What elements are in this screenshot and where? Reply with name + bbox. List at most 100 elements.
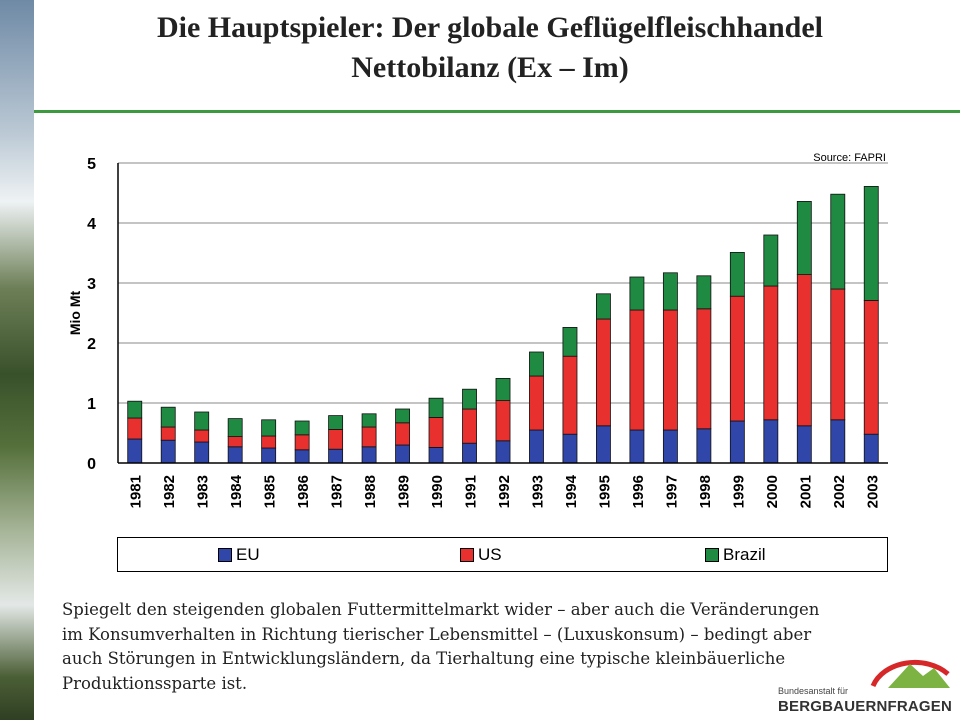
x-tick-label: 1987 [329, 475, 346, 508]
bar-segment-eu-1991 [462, 442, 477, 464]
bar-segment-brazil-1984 [227, 418, 243, 438]
bar-segment-eu-1986 [294, 449, 310, 464]
bar-segment-brazil-1993 [529, 351, 544, 377]
legend-label-eu: EU [236, 545, 260, 564]
bar-segment-eu-1981 [127, 438, 143, 464]
legend-swatch-eu [218, 548, 232, 562]
bar-segment-brazil-2000 [763, 234, 779, 287]
bar-segment-eu-1983 [194, 441, 210, 464]
slide-caption: Spiegelt den steigenden globalen Futterm… [62, 600, 820, 693]
bar-segment-eu-1990 [428, 446, 444, 464]
x-tick-label: 1998 [697, 475, 714, 508]
y-axis-label: Mio Mt [67, 291, 83, 336]
bar-segment-us-1990 [428, 416, 444, 448]
bar-segment-brazil-1992 [495, 377, 511, 401]
bar-segment-eu-1997 [662, 429, 678, 464]
bar-segment-brazil-1998 [696, 275, 712, 310]
bar-segment-brazil-2002 [830, 193, 846, 290]
bar-segment-us-1988 [361, 426, 377, 448]
logo-wordmark: BERGBAUERNFRAGEN [778, 698, 953, 715]
bar-segment-eu-1989 [395, 444, 410, 464]
y-tick-label: 5 [87, 156, 96, 173]
bar-segment-us-1998 [696, 308, 712, 430]
x-tick-label: 1993 [529, 475, 546, 508]
bar-segment-us-1986 [294, 434, 310, 451]
x-tick-label: 1992 [496, 475, 513, 508]
bar-segment-us-1982 [160, 426, 176, 441]
bar-segment-brazil-1996 [629, 276, 645, 311]
logo-mountain-icon [870, 659, 950, 688]
y-tick-label: 3 [87, 276, 96, 293]
bar-segment-brazil-1986 [294, 420, 310, 436]
side-photo-strip [0, 0, 34, 720]
bar-segment-us-1996 [629, 309, 645, 431]
legend-swatch-us [460, 548, 474, 562]
bar-segment-brazil-1991 [462, 388, 477, 410]
y-tick-label: 4 [87, 216, 96, 233]
bar-segment-us-1993 [529, 375, 544, 431]
bar-segment-eu-1993 [529, 429, 544, 464]
bar-segment-eu-1992 [495, 440, 511, 464]
bar-segment-us-1997 [662, 309, 678, 431]
bar-segment-us-2001 [796, 274, 812, 427]
bar-segment-us-1994 [562, 355, 578, 435]
institution-logo: Bundesanstalt für BERGBAUERNFRAGEN [778, 648, 953, 716]
bar-segment-eu-2001 [796, 425, 812, 464]
bar-segment-eu-2003 [863, 433, 879, 464]
y-tick-label: 0 [87, 456, 96, 473]
x-tick-label: 1991 [463, 475, 480, 508]
bar-segment-us-1985 [261, 435, 277, 449]
bar-segment-eu-1999 [729, 420, 745, 464]
legend-item-eu: EU [218, 545, 260, 564]
source-note: Source: FAPRI [813, 152, 886, 164]
slide-title: Die Hauptspieler: Der globale Geflügelfl… [40, 8, 940, 88]
bar-segment-brazil-1985 [261, 419, 277, 437]
bars [127, 186, 879, 464]
x-tick-label: 1982 [161, 475, 178, 508]
chart-legend: EU US Brazil [117, 537, 888, 572]
x-tick-label: 1984 [228, 474, 245, 508]
gridlines [118, 162, 888, 404]
x-tick-labels: 1981 1982 1983 1984 1985 1986 1987 1988 1989 1990… [128, 474, 882, 508]
x-tick-label: 1981 [128, 475, 145, 508]
x-tick-label: 1983 [195, 475, 212, 508]
logo-small-text: Bundesanstalt für [778, 686, 849, 696]
bar-segment-brazil-1997 [662, 272, 678, 311]
bar-segment-us-1999 [729, 295, 745, 422]
x-tick-label: 2001 [797, 475, 814, 508]
title-line-1: Die Hauptspieler: Der globale Geflügelfl… [156, 11, 824, 44]
x-tick-label: 1995 [596, 475, 613, 508]
x-tick-label: 1985 [262, 475, 279, 508]
x-tick-label: 1990 [429, 475, 446, 508]
bar-segment-brazil-1999 [729, 252, 745, 297]
bar-segment-us-1995 [596, 318, 611, 427]
bar-segment-eu-1996 [629, 429, 645, 464]
y-tick-label: 2 [87, 336, 96, 353]
x-tick-label: 1989 [396, 475, 413, 508]
x-tick-label: 1994 [563, 474, 580, 508]
bar-segment-eu-1984 [227, 446, 243, 464]
legend-label-us: US [478, 545, 502, 564]
bar-segment-brazil-2003 [863, 186, 879, 301]
x-tick-label: 1988 [362, 475, 379, 508]
bar-segment-brazil-1987 [328, 415, 344, 430]
x-tick-label: 1986 [295, 475, 312, 508]
bar-segment-brazil-1990 [428, 397, 444, 418]
title-line-2: Nettobilanz (Ex – Im) [351, 51, 629, 84]
title-divider [34, 110, 960, 113]
bar-segment-us-1981 [127, 417, 143, 440]
bar-segment-us-1983 [194, 429, 210, 443]
bar-segment-us-2003 [863, 299, 879, 435]
x-tick-label: 2003 [864, 475, 881, 508]
bar-segment-brazil-1994 [562, 326, 578, 357]
x-tick-label: 1999 [730, 475, 747, 508]
bar-segment-brazil-1981 [127, 400, 143, 419]
x-tick-label: 2000 [764, 475, 781, 508]
bar-segment-brazil-2001 [796, 201, 812, 275]
bar-segment-eu-2002 [830, 419, 846, 464]
bar-segment-us-2000 [763, 285, 779, 421]
y-tick-labels: 0 1 2 3 4 5 [87, 156, 96, 473]
bar-segment-eu-1985 [261, 447, 277, 464]
bar-segment-eu-1994 [562, 433, 578, 464]
